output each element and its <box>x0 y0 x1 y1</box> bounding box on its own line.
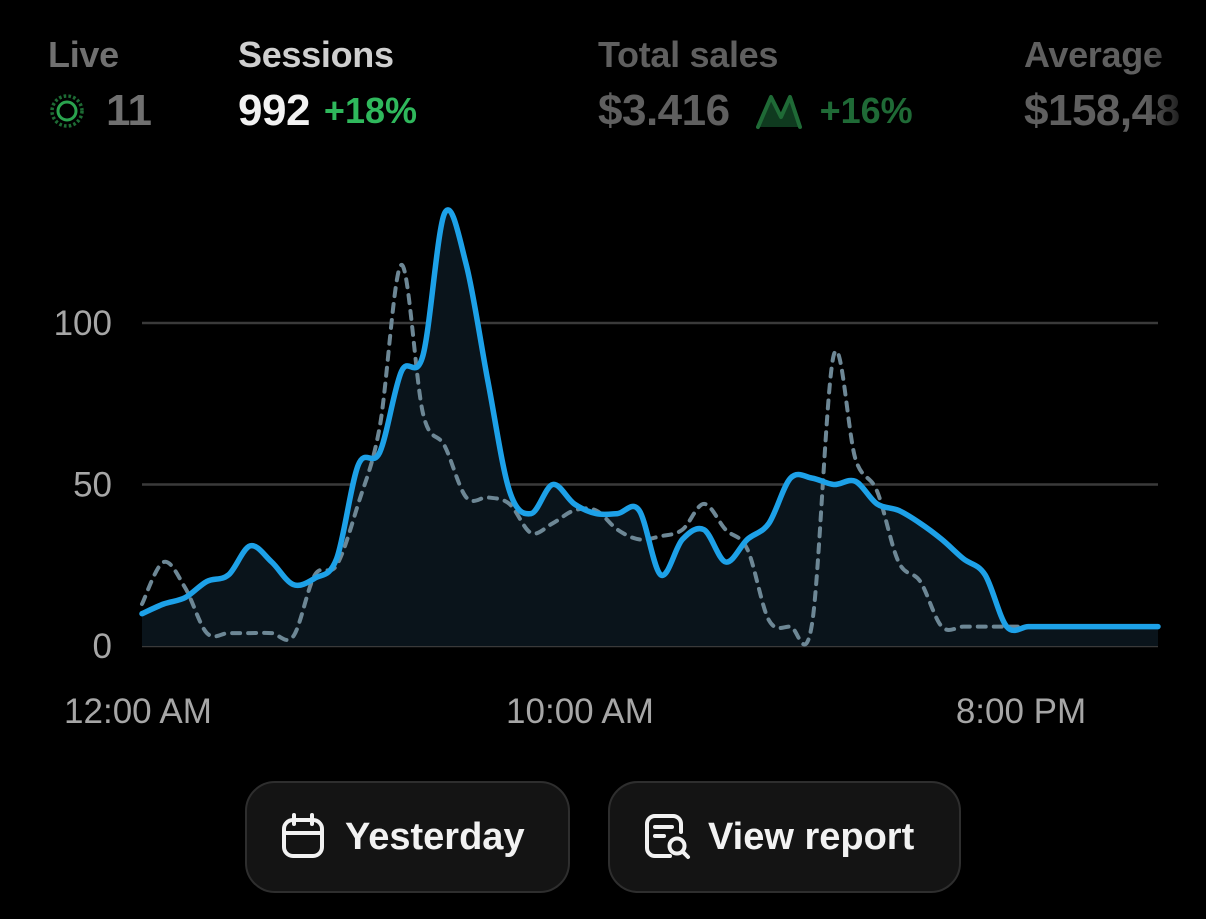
metric-total-sales[interactable]: Total sales $3.416 +16% <box>598 34 913 136</box>
metric-average-label: Average <box>1024 34 1163 75</box>
scroll-fade <box>1146 34 1206 144</box>
y-tick-label-50: 50 <box>73 466 112 505</box>
metric-total-sales-delta: +16% <box>819 90 913 131</box>
current-period-line <box>139 207 1161 634</box>
action-buttons: Yesterday View report <box>0 781 1206 897</box>
view-report-button-label: View report <box>708 815 915 858</box>
y-tick-label-0: 0 <box>93 627 112 666</box>
calendar-icon <box>279 812 329 862</box>
metric-live-label: Live <box>48 34 119 75</box>
metric-live[interactable]: Live 11 <box>48 34 152 136</box>
y-tick-label-100: 100 <box>54 304 112 343</box>
metric-sessions-delta: +18% <box>323 90 417 131</box>
metrics-bar: Live 11 Sessions 992 +18% Total sales $3… <box>0 34 1206 144</box>
x-tick-label-0: 12:00 AM <box>64 692 212 731</box>
previous-period-line <box>140 262 1160 647</box>
sparkline-icon <box>755 91 806 131</box>
yesterday-button[interactable]: Yesterday <box>245 781 570 893</box>
metric-sessions[interactable]: Sessions 992 +18% <box>238 34 417 136</box>
metric-live-value: 11 <box>106 86 152 135</box>
sessions-chart: 0 50 100 12:00 AM 10:00 AM 8:00 PM <box>54 207 1161 731</box>
metric-sessions-label: Sessions <box>238 34 394 75</box>
x-tick-label-2: 8:00 PM <box>956 692 1086 731</box>
view-report-button[interactable]: View report <box>608 781 961 893</box>
live-pulse-icon <box>48 92 86 130</box>
metric-total-sales-label: Total sales <box>598 34 779 75</box>
current-series-area <box>142 209 1158 646</box>
report-search-icon <box>642 812 692 862</box>
metric-sessions-value: 992 <box>238 86 310 135</box>
x-tick-label-1: 10:00 AM <box>506 692 654 731</box>
metric-total-sales-value: $3.416 <box>598 86 730 135</box>
yesterday-button-label: Yesterday <box>345 815 525 858</box>
